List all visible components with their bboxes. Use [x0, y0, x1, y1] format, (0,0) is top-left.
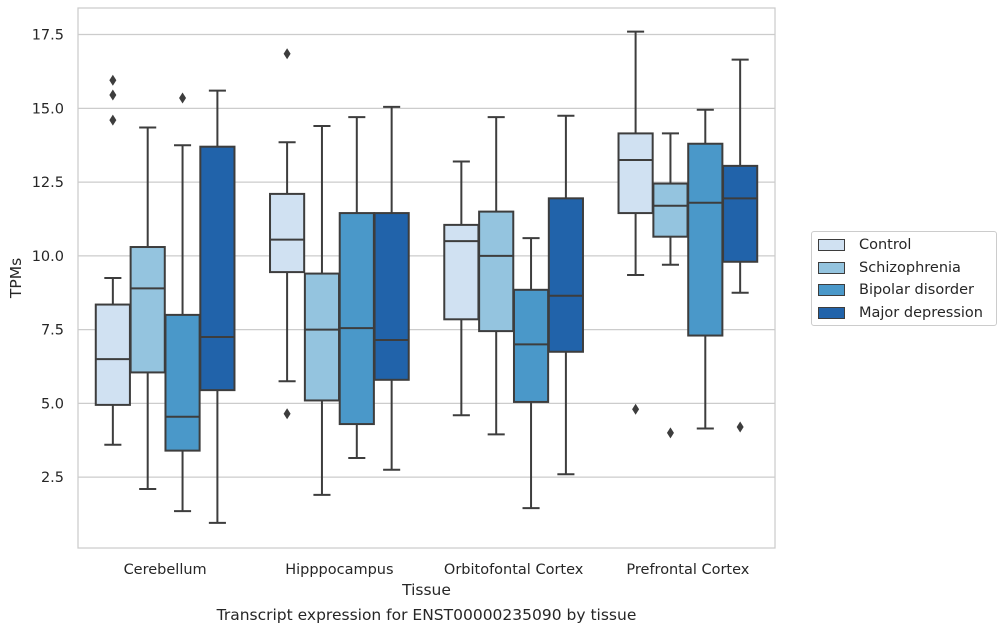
y-axis-label: TPMs [7, 258, 25, 299]
box-3-1 [373, 105, 410, 471]
box-body [443, 223, 480, 321]
y-tick-label: 17.5 [32, 28, 64, 44]
box-body [547, 197, 584, 353]
box-body [269, 192, 306, 274]
legend-swatch [818, 262, 845, 274]
box-body [303, 272, 341, 402]
y-tick-label: 2.5 [41, 470, 64, 486]
y-tick-label: 15.0 [32, 101, 64, 117]
y-tick-label: 5.0 [41, 396, 64, 412]
box-body [373, 212, 410, 381]
x-tick-label: Hipppocampus [285, 562, 393, 578]
box-3-2 [547, 114, 584, 476]
outlier-marker [109, 74, 117, 86]
box-groups [94, 30, 759, 524]
box-3-0 [199, 89, 236, 524]
outlier-marker [666, 427, 674, 439]
box-body [512, 288, 550, 403]
legend-label: Control [859, 237, 912, 253]
plot-area [78, 8, 775, 548]
legend-item-schizophrenia: Schizophrenia [818, 258, 961, 278]
outlier-marker [283, 408, 291, 420]
box-body [652, 182, 689, 238]
box-1-1 [303, 125, 341, 496]
box-body [722, 164, 759, 263]
box-0-2 [443, 160, 480, 417]
x-tick-label: Prefrontal Cortex [626, 562, 749, 578]
y-tick-label: 7.5 [41, 323, 64, 339]
box-body [687, 142, 724, 337]
box-0-3 [617, 30, 654, 415]
x-tick-label: Cerebellum [124, 562, 207, 578]
outlier-marker [632, 403, 640, 415]
box-3-3 [722, 58, 759, 433]
legend-label: Schizophrenia [859, 260, 961, 276]
box-0-1 [269, 48, 306, 420]
legend-label: Bipolar disorder [859, 282, 974, 298]
box-body [338, 212, 375, 426]
box-body [199, 145, 236, 392]
y-axis-ticks: 2.5 5.0 7.5 10.0 12.5 15.0 17.5 [32, 28, 64, 487]
plot-frame [77, 7, 776, 549]
box-0-0 [94, 74, 131, 446]
legend-swatch [818, 239, 845, 251]
legend-item-bipolar-disorder: Bipolar disorder [818, 280, 974, 300]
outlier-marker [283, 48, 291, 60]
legend-label: Major depression [859, 305, 983, 321]
box-1-2 [478, 116, 515, 436]
box-body [94, 303, 131, 406]
legend-swatch [818, 307, 845, 319]
legend-swatch [818, 284, 845, 296]
box-body [617, 132, 654, 215]
x-axis-label: Tissue [401, 581, 451, 599]
legend: Control Schizophrenia Bipolar disorder M… [811, 231, 997, 326]
outlier-marker [179, 92, 187, 104]
legend-item-control: Control [818, 235, 911, 255]
y-tick-label: 10.0 [32, 249, 64, 265]
x-tick-label: Orbitofontal Cortex [444, 562, 584, 578]
chart-caption: Transcript expression for ENST0000023509… [216, 606, 637, 624]
y-tick-label: 12.5 [32, 175, 64, 191]
outlier-marker [109, 89, 117, 101]
box-2-1 [338, 116, 375, 459]
outlier-marker [109, 114, 117, 126]
legend-item-major-depression: Major depression [818, 303, 983, 323]
x-axis-ticks: Cerebellum Hipppocampus Orbitofontal Corte… [124, 562, 750, 578]
box-body [129, 246, 166, 374]
box-1-0 [129, 126, 166, 490]
box-body [478, 210, 515, 333]
box-2-0 [164, 92, 201, 513]
box-body [164, 313, 201, 452]
outlier-marker [736, 421, 744, 433]
